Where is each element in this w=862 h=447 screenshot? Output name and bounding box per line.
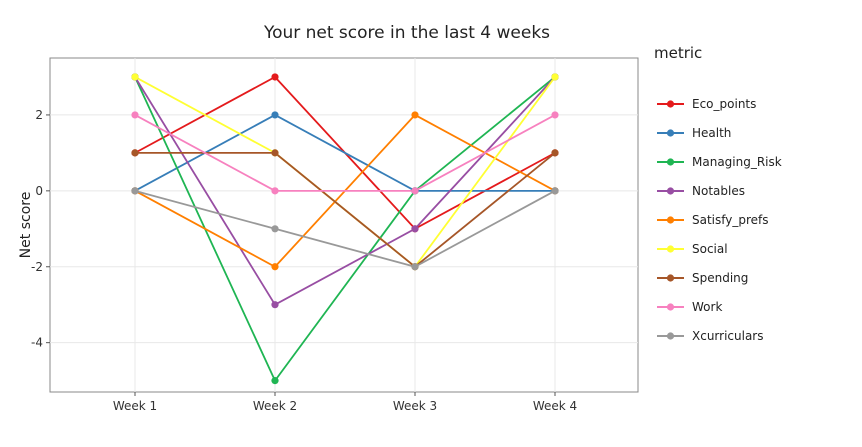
data-point-social <box>551 73 559 81</box>
legend-swatch-point <box>666 187 675 195</box>
data-point-xcurriculars <box>411 263 419 271</box>
data-point-spending <box>131 149 139 157</box>
legend-label: Xcurriculars <box>692 329 764 343</box>
data-point-health <box>271 111 279 119</box>
data-point-notables <box>271 301 279 309</box>
data-point-work <box>551 111 559 119</box>
data-point-social <box>131 73 139 81</box>
legend-label: Health <box>692 126 731 140</box>
series-line-work <box>134 114 556 192</box>
data-point-spending <box>271 149 279 157</box>
x-tick-label: Week 1 <box>113 399 157 413</box>
legend-item-managing-risk: Managing_Risk <box>657 155 782 169</box>
legend-swatch-point <box>666 129 675 137</box>
data-point-xcurriculars <box>271 225 279 233</box>
y-tick-label: 0 <box>35 184 43 198</box>
legend-label: Notables <box>692 184 745 198</box>
series-points <box>131 73 559 385</box>
legend-swatch-point <box>666 216 675 224</box>
data-point-work <box>271 187 279 195</box>
data-point-spending <box>551 149 559 157</box>
series-line-xcurriculars <box>134 189 556 268</box>
y-axis-label: Net score <box>18 192 34 259</box>
legend-swatch-point <box>666 303 675 311</box>
x-tick-label: Week 2 <box>253 399 297 413</box>
legend-item-xcurriculars: Xcurriculars <box>657 329 764 343</box>
legend-item-spending: Spending <box>657 271 748 285</box>
data-point-work <box>131 111 139 119</box>
y-tick-label: 2 <box>35 108 43 122</box>
data-point-managing-risk <box>271 377 279 385</box>
legend: Eco_points Health Managing_Risk Notables Sat… <box>657 97 782 343</box>
legend-swatch-point <box>666 100 675 108</box>
legend-label: Spending <box>692 271 748 285</box>
series-lines <box>134 75 556 383</box>
legend-item-health: Health <box>657 126 731 140</box>
plot-area <box>49 57 639 393</box>
legend-label: Satisfy_prefs <box>692 213 769 227</box>
legend-label: Eco_points <box>692 97 756 111</box>
data-point-xcurriculars <box>551 187 559 195</box>
y-tick-label: -4 <box>31 336 43 350</box>
legend-item-work: Work <box>657 300 722 314</box>
x-axis: Week 1 Week 2 Week 3 Week 4 <box>113 392 577 413</box>
data-point-eco-points <box>271 73 279 81</box>
legend-label: Social <box>692 242 728 256</box>
data-point-work <box>411 187 419 195</box>
data-point-satisfy-prefs <box>411 111 419 119</box>
legend-swatch-point <box>666 245 675 253</box>
legend-swatch-point <box>666 158 675 166</box>
legend-item-satisfy-prefs: Satisfy_prefs <box>657 213 769 227</box>
legend-swatch-point <box>666 332 675 340</box>
data-point-xcurriculars <box>131 187 139 195</box>
legend-item-eco-points: Eco_points <box>657 97 756 111</box>
data-point-satisfy-prefs <box>271 263 279 271</box>
y-axis: -4 -2 0 2 <box>31 108 50 350</box>
legend-label: Work <box>692 300 722 314</box>
legend-title: metric <box>654 44 702 62</box>
data-point-notables <box>411 225 419 233</box>
legend-label: Managing_Risk <box>692 155 782 169</box>
x-tick-label: Week 3 <box>393 399 437 413</box>
legend-item-social: Social <box>657 242 728 256</box>
legend-swatch-point <box>666 274 675 282</box>
legend-item-notables: Notables <box>657 184 745 198</box>
x-tick-label: Week 4 <box>533 399 577 413</box>
chart-title: Your net score in the last 4 weeks <box>263 23 550 43</box>
y-tick-label: -2 <box>31 260 43 274</box>
